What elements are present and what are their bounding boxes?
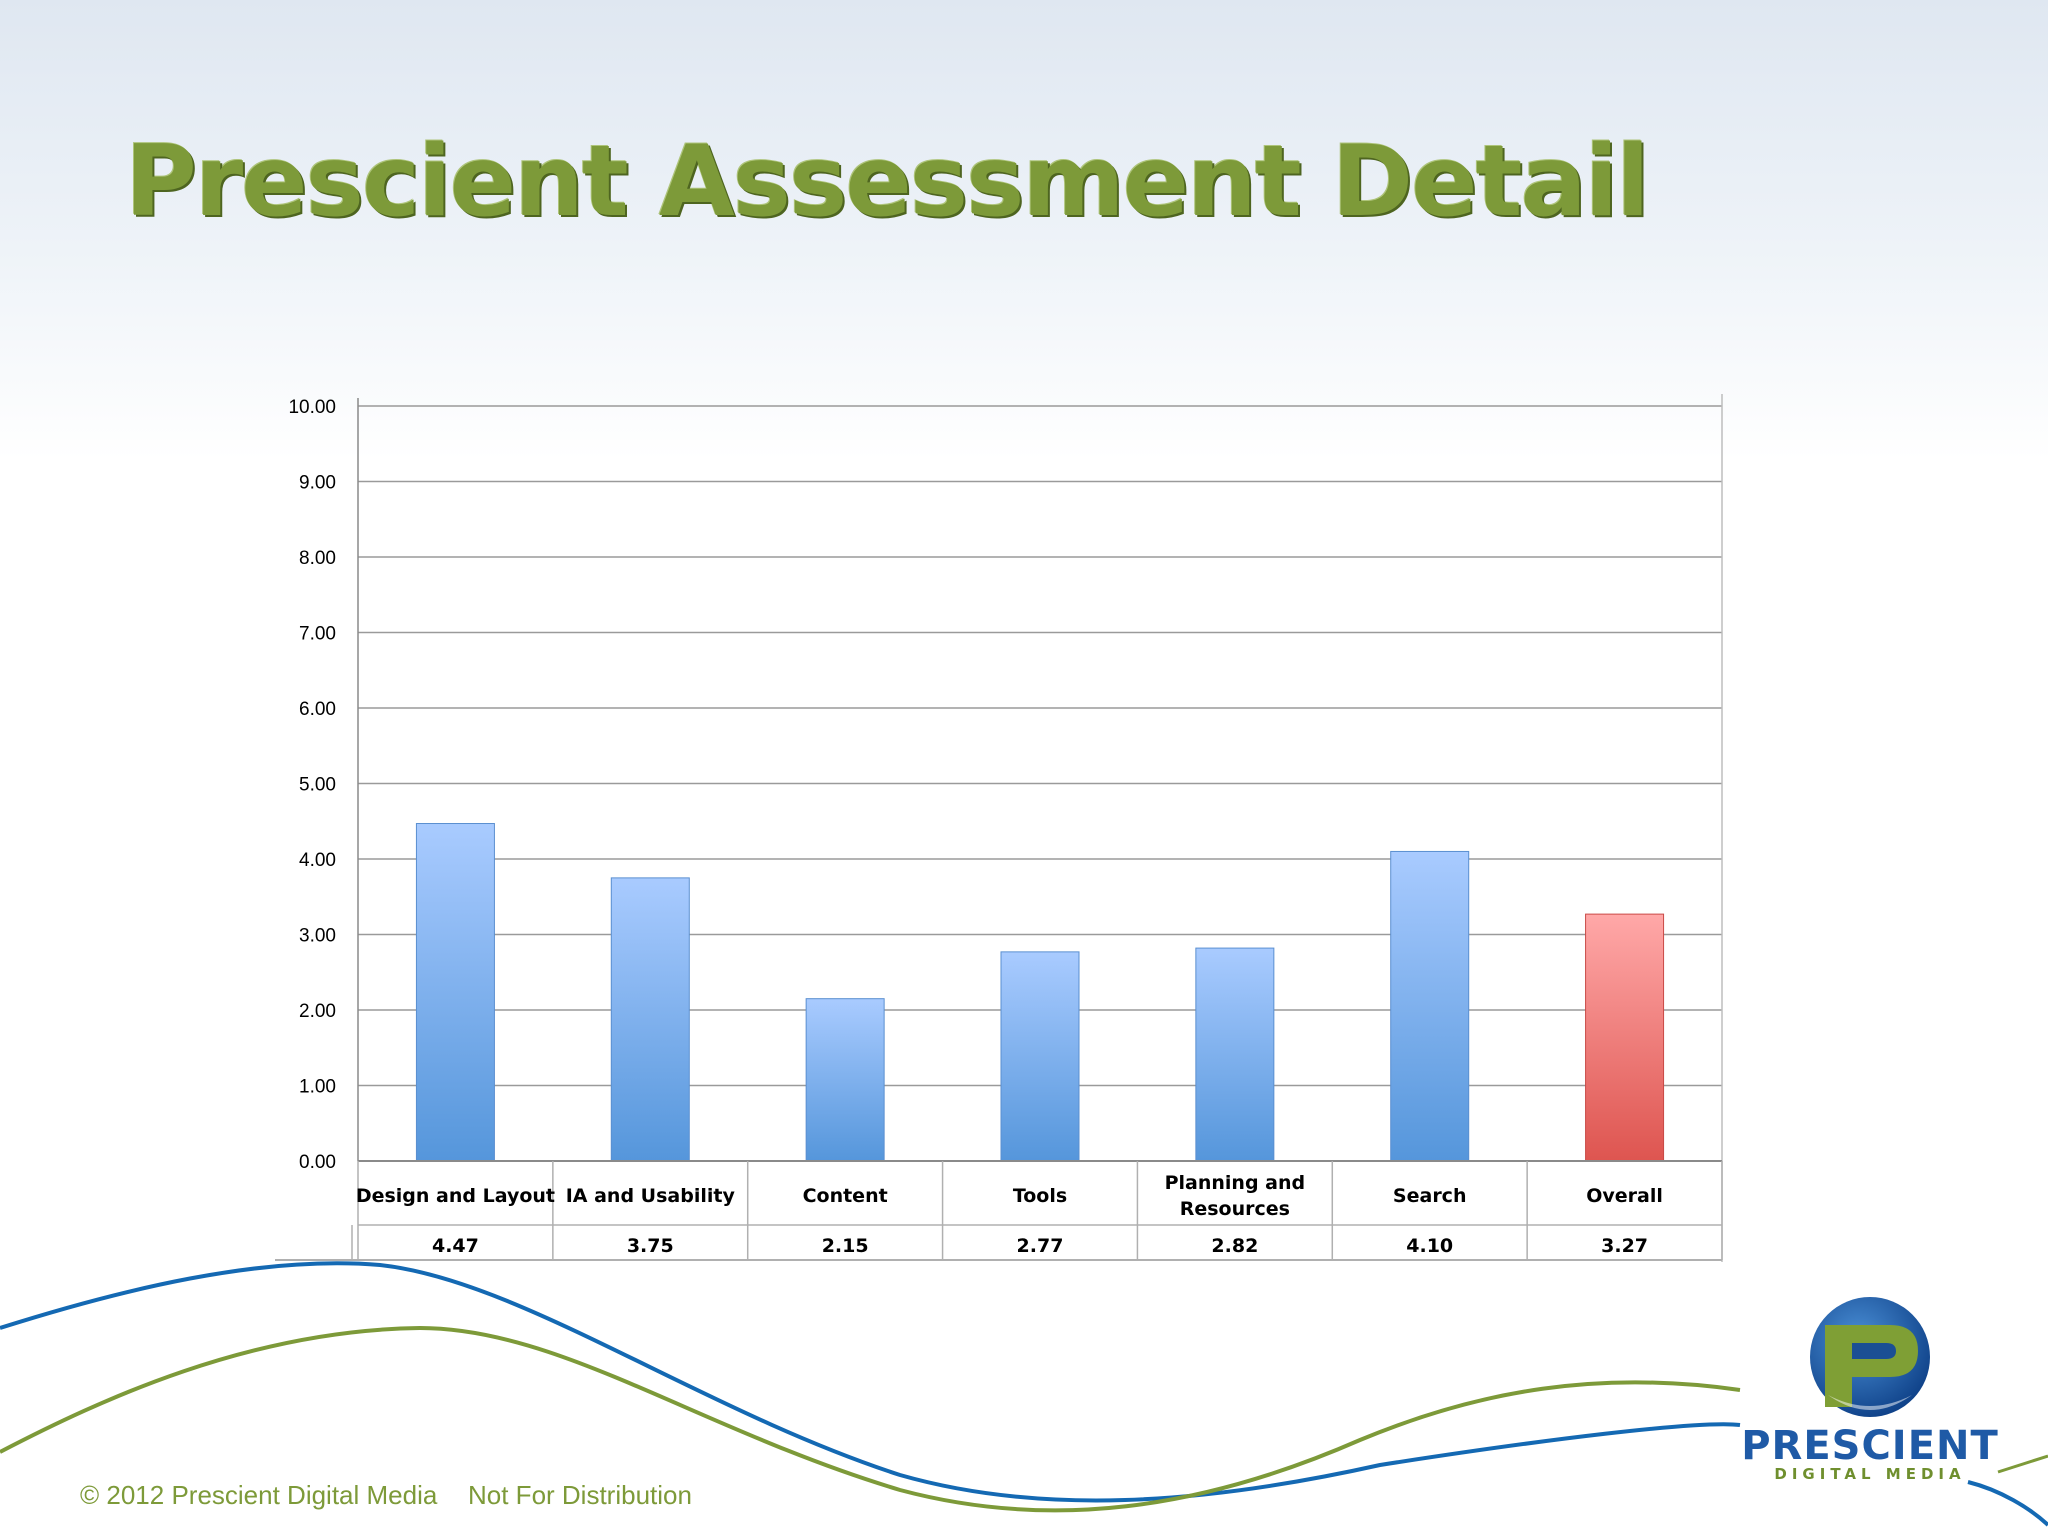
value-label: 2.77 [1017, 1235, 1064, 1257]
value-label: 4.47 [432, 1235, 479, 1257]
x-category-label: Planning and Resources [1165, 1172, 1306, 1220]
value-label: 2.82 [1211, 1235, 1258, 1257]
x-category-label: Overall [1586, 1185, 1663, 1207]
value-label: 3.27 [1601, 1235, 1648, 1257]
x-category-label: IA and Usability [566, 1185, 736, 1207]
blue-wave [0, 1261, 1741, 1503]
bar [805, 998, 885, 1162]
value-label: 4.10 [1406, 1235, 1453, 1257]
bar [415, 823, 495, 1162]
y-tick-label: 6.00 [299, 699, 336, 720]
bar [1195, 947, 1275, 1162]
x-category-label: Tools [1013, 1185, 1067, 1207]
bar-chart: 0.00 1.00 2.00 3.00 4.00 5.00 6.00 7.00 8.00 9.00… [275, 394, 1723, 1262]
bar [610, 877, 690, 1162]
footer-notice: Not For Distribution [468, 1480, 692, 1510]
y-tick-label: 9.00 [299, 473, 336, 494]
value-label: 2.15 [822, 1235, 869, 1257]
logo-wordmark: PRESCIENT [1741, 1423, 1999, 1469]
x-category-label: Content [803, 1185, 888, 1207]
y-tick-label: 7.00 [299, 624, 336, 645]
y-tick-label: 10.00 [288, 397, 336, 418]
blue-wave-corner [1967, 1480, 2048, 1527]
data-table: Design and Layout 4.47 IA and Usability 3.7… [275, 1160, 1723, 1261]
decorative-waves [0, 1261, 2048, 1527]
y-tick-label: 3.00 [299, 926, 336, 947]
bar [1585, 913, 1665, 1162]
y-tick-labels: 0.00 1.00 2.00 3.00 4.00 5.00 6.00 7.00 8.00 9.00… [288, 397, 336, 1173]
footer-copyright: © 2012 Prescient Digital Media [80, 1480, 438, 1510]
logo-mark-icon [1810, 1297, 1930, 1417]
page-title: Prescient Assessment Detail [125, 125, 1650, 239]
y-tick-label: 8.00 [299, 548, 336, 569]
bars [415, 823, 1665, 1162]
y-tick-label: 1.00 [299, 1077, 336, 1098]
y-tick-label: 5.00 [299, 775, 336, 796]
green-wave [0, 1325, 1741, 1513]
y-tick-label: 0.00 [299, 1152, 336, 1173]
bar [1390, 850, 1470, 1162]
y-tick-label: 4.00 [299, 850, 336, 871]
prescient-logo: PRESCIENT DIGITAL MEDIA [1740, 1295, 2000, 1485]
x-category-label: Search [1393, 1185, 1467, 1207]
x-category-label: Design and Layout [356, 1185, 555, 1207]
y-tick-label: 2.00 [299, 1001, 336, 1022]
green-wave-corner [1997, 1454, 2048, 1474]
value-label: 3.75 [627, 1235, 674, 1257]
logo-subtitle: DIGITAL MEDIA [1774, 1465, 1966, 1483]
bar [1000, 951, 1080, 1162]
